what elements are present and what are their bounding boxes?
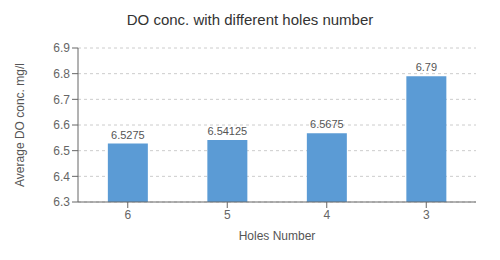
svg-text:6.7: 6.7: [53, 93, 70, 107]
svg-text:6.5675: 6.5675: [310, 118, 344, 130]
svg-text:5: 5: [224, 208, 231, 222]
svg-text:6.5275: 6.5275: [111, 129, 145, 141]
svg-text:6.5: 6.5: [53, 144, 70, 158]
html-text:DO conc. with different holes: DO conc. with different holes number: [126, 11, 374, 28]
svg-text:6.79: 6.79: [416, 61, 437, 73]
svg-text:6.9: 6.9: [53, 41, 70, 55]
svg-text:6.4: 6.4: [53, 170, 70, 184]
svg-text:3: 3: [423, 208, 430, 222]
svg-text:Holes Number: Holes Number: [239, 229, 316, 243]
svg-text:6.8: 6.8: [53, 67, 70, 81]
svg-text:Average DO conc. mg/l: Average DO conc. mg/l: [13, 63, 27, 187]
svg-text:6.6: 6.6: [53, 118, 70, 132]
svg-text:4: 4: [323, 208, 330, 222]
svg-text:6.54125: 6.54125: [207, 125, 247, 137]
svg-text:6.3: 6.3: [53, 195, 70, 209]
svg-text:6: 6: [124, 208, 131, 222]
